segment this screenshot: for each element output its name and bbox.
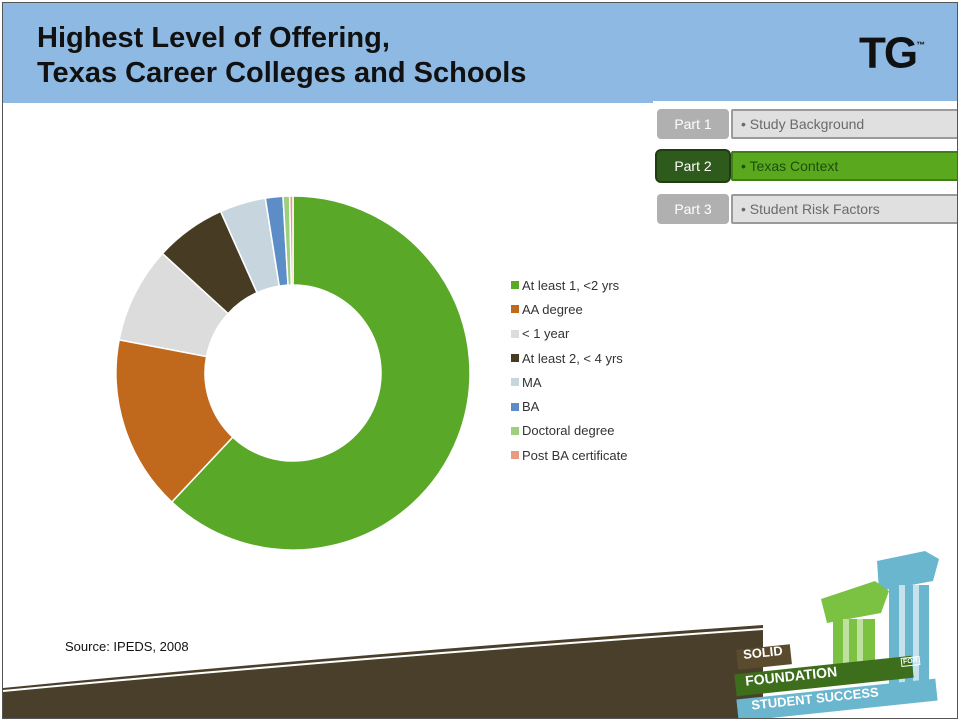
nav-part-2-button[interactable]: Part 2 xyxy=(655,149,731,183)
donut-chart xyxy=(115,195,471,551)
legend-label-5: BA xyxy=(522,399,540,415)
legend-swatch-7 xyxy=(511,451,519,460)
trademark-mark: ™ xyxy=(916,40,926,50)
legend-swatch-6 xyxy=(511,426,519,435)
legend-label-7: Post BA certificate xyxy=(522,447,628,463)
source-note: Source: IPEDS, 2008 xyxy=(65,639,189,654)
donut-slice-1 xyxy=(115,338,234,504)
legend-swatch-0 xyxy=(511,281,519,290)
legend-label-0: At least 1, <2 yrs xyxy=(522,277,620,293)
legend-label-6: Doctoral degree xyxy=(522,423,615,439)
legend-label-1: AA degree xyxy=(522,301,583,317)
legend-swatch-5 xyxy=(511,402,519,411)
tg-logo-text: TG xyxy=(859,28,918,78)
legend-label-3: At least 2, < 4 yrs xyxy=(522,350,623,366)
bottom-swoosh xyxy=(3,625,764,718)
title-bar: Highest Level of Offering, Texas Career … xyxy=(3,3,957,103)
legend-item-0: At least 1, <2 yrs xyxy=(511,273,628,297)
legend-swatch-1 xyxy=(511,305,519,314)
legend-item-6: Doctoral degree xyxy=(511,419,628,443)
title-line-2: Texas Career Colleges and Schools xyxy=(37,57,527,89)
legend-item-1: AA degree xyxy=(511,297,628,321)
nav-row-part-3[interactable]: Part 3 • Student Risk Factors xyxy=(655,192,957,226)
legend-item-3: At least 2, < 4 yrs xyxy=(511,346,628,370)
title-line-1: Highest Level of Offering, xyxy=(37,22,390,54)
legend-item-5: BA xyxy=(511,394,628,418)
chart-legend: At least 1, <2 yrs AA degree < 1 year At le… xyxy=(511,273,628,467)
donut-slices xyxy=(115,195,471,551)
legend-label-4: MA xyxy=(522,374,542,390)
legend-item-4: MA xyxy=(511,370,628,394)
nav-part-3-label[interactable]: • Student Risk Factors xyxy=(731,194,957,224)
tg-logo: TG™ xyxy=(859,27,925,76)
nav-row-part-2[interactable]: Part 2 • Texas Context xyxy=(655,149,957,183)
nav-part-2-label[interactable]: • Texas Context xyxy=(731,151,957,181)
nav-part-1-label[interactable]: • Study Background xyxy=(731,109,957,139)
slide-title: Highest Level of Offering, Texas Career … xyxy=(37,21,526,91)
legend-swatch-3 xyxy=(511,354,519,363)
nav-part-1-button[interactable]: Part 1 xyxy=(655,107,731,141)
nav-part-3-button[interactable]: Part 3 xyxy=(655,192,731,226)
column-graphic xyxy=(734,551,939,718)
nav-row-part-1[interactable]: Part 1 • Study Background xyxy=(655,107,957,141)
donut-slice-0 xyxy=(170,195,471,551)
legend-item-2: < 1 year xyxy=(511,322,628,346)
section-navigation: Part 1 • Study Background Part 2 • Texas… xyxy=(653,101,957,231)
legend-swatch-4 xyxy=(511,378,519,387)
legend-swatch-2 xyxy=(511,329,519,338)
donut-slice-7 xyxy=(288,195,294,286)
legend-item-7: Post BA certificate xyxy=(511,443,628,467)
solid-foundation-logo: SOLID FOUNDATION FOR STUDENT SUCCESS xyxy=(729,551,957,718)
legend-label-2: < 1 year xyxy=(522,326,570,342)
